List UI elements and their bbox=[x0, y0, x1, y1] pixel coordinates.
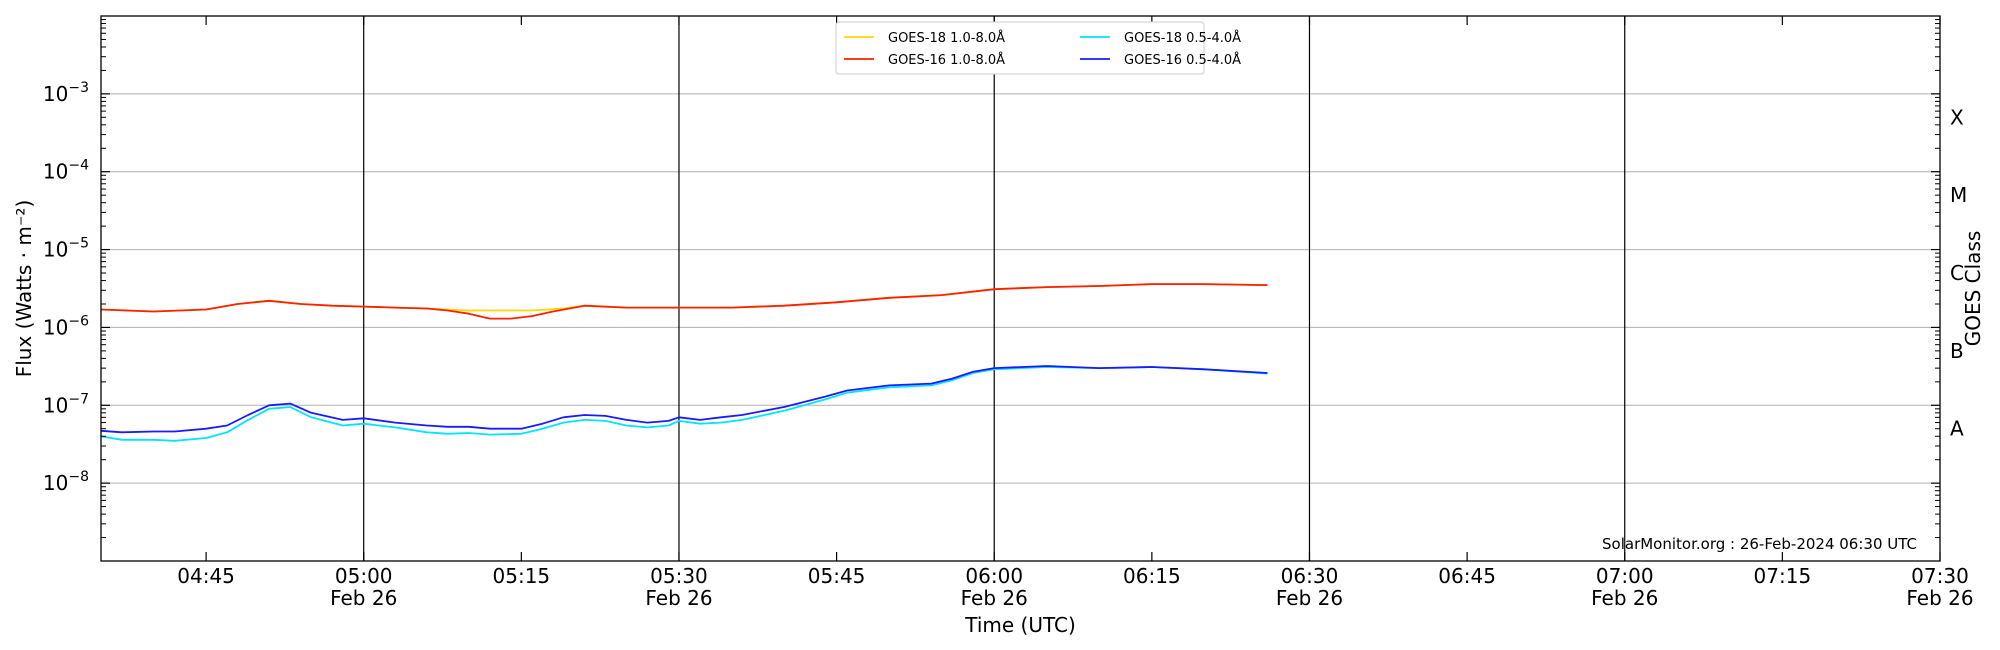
legend-box bbox=[835, 21, 1205, 75]
x-tick-label: 06:30 bbox=[1281, 564, 1339, 588]
plot-frame bbox=[100, 15, 1941, 562]
goes-class-label: M bbox=[1950, 183, 1967, 207]
grid bbox=[101, 93, 1940, 484]
goes-class-axis-title: GOES Class bbox=[1961, 231, 1985, 347]
goes-class-label: C bbox=[1950, 261, 1964, 285]
x-tick-label: 06:15 bbox=[1123, 564, 1181, 588]
y-tick-label: 10−5 bbox=[43, 236, 89, 262]
legend-label: GOES-18 1.0-8.0Å bbox=[888, 30, 1005, 46]
goes-class-label: A bbox=[1950, 417, 1964, 441]
credit-text: SolarMonitor.org : 26-Feb-2024 06:30 UTC bbox=[1602, 535, 1917, 553]
goes-class-label: B bbox=[1950, 339, 1964, 363]
x-tick-label: 05:30 bbox=[650, 564, 708, 588]
y-tick-labels: 10−3 10−4 10−5 10−6 10−7 10−8 bbox=[43, 80, 89, 495]
legend-label: GOES-16 1.0-8.0Å bbox=[888, 52, 1005, 68]
x-tick-label: 07:00 bbox=[1596, 564, 1654, 588]
plot-series bbox=[100, 283, 1268, 442]
legend: GOES-18 1.0-8.0Å GOES-16 1.0-8.0Å GOES-18 … bbox=[835, 21, 1241, 75]
x-tick-label: 05:00 bbox=[335, 564, 393, 588]
y-tick-label: 10−7 bbox=[43, 391, 89, 417]
series-line-4 bbox=[100, 365, 1268, 434]
legend-label: GOES-18 0.5-4.0Å bbox=[1124, 30, 1241, 46]
x-tick-label: 07:15 bbox=[1754, 564, 1812, 588]
y-tick-label: 10−6 bbox=[43, 313, 89, 339]
y-tick-label: 10−3 bbox=[43, 80, 89, 106]
y-tick-label: 10−4 bbox=[43, 158, 89, 184]
x-tick-date-label: Feb 26 bbox=[961, 586, 1028, 610]
x-tick-date-label: Feb 26 bbox=[645, 586, 712, 610]
goes-class-labels: X M C B A bbox=[1950, 105, 1967, 440]
x-tick-label: 04:45 bbox=[177, 564, 235, 588]
x-axis-title: Time (UTC) bbox=[964, 613, 1076, 637]
y-tick-label: 10−8 bbox=[43, 469, 89, 495]
series-line-3 bbox=[100, 366, 1268, 442]
x-tick-date-label: Feb 26 bbox=[1906, 586, 1973, 610]
axis-ticks bbox=[101, 16, 1941, 561]
x-tick-label: 05:15 bbox=[493, 564, 551, 588]
x-tick-label: 06:45 bbox=[1438, 564, 1496, 588]
x-tick-label: 06:00 bbox=[965, 564, 1023, 588]
x-tick-date-label: Feb 26 bbox=[330, 586, 397, 610]
x-tick-date-label: Feb 26 bbox=[1276, 586, 1343, 610]
legend-label: GOES-16 0.5-4.0Å bbox=[1124, 52, 1241, 68]
x-tick-label: 05:45 bbox=[808, 564, 866, 588]
series-line-2 bbox=[100, 283, 1268, 320]
x-tick-date-label: Feb 26 bbox=[1591, 586, 1658, 610]
y-axis-title: Flux (Watts · m⁻²) bbox=[12, 200, 36, 378]
x-tick-label: 07:30 bbox=[1911, 564, 1969, 588]
goes-class-label: X bbox=[1950, 105, 1964, 129]
